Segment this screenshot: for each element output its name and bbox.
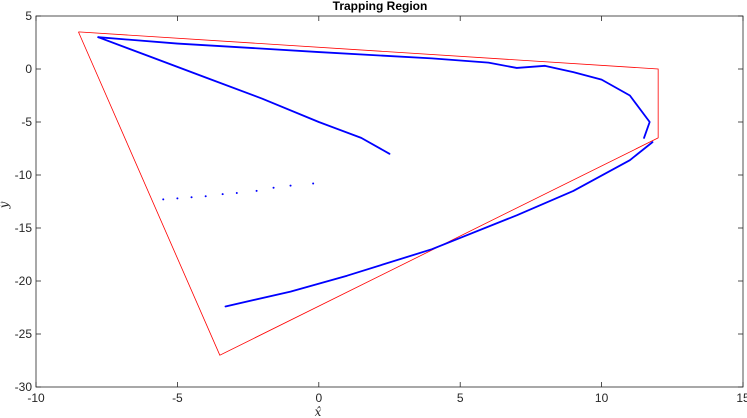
trajectory-curve <box>97 36 651 139</box>
trajectory-point <box>221 193 224 196</box>
trajectory-curve <box>97 36 391 155</box>
y-tick-label: -30 <box>15 380 33 394</box>
trajectory-point <box>255 189 258 192</box>
trajectory-point <box>162 198 165 201</box>
x-tick-label: 10 <box>595 391 609 405</box>
plot-area <box>78 31 659 356</box>
y-tick-label: -10 <box>15 168 33 182</box>
x-tick-label: 15 <box>736 391 747 405</box>
y-tick-label: -5 <box>21 115 32 129</box>
axes: -10 -5 0 5 10 15 -30 -25 -20 -15 -10 -5 0 5 <box>15 9 747 405</box>
trapping-region-boundary <box>78 31 659 356</box>
x-tick-label: -10 <box>27 391 45 405</box>
y-tick-label: -25 <box>15 327 33 341</box>
trajectory-point <box>190 196 193 199</box>
trajectory-point <box>204 195 207 198</box>
x-tick-label: -5 <box>172 391 183 405</box>
x-axis-label: x̂ <box>315 405 322 418</box>
chart-title: Trapping Region <box>333 0 428 13</box>
x-tick-label: 0 <box>315 391 322 405</box>
trajectory-point <box>289 184 292 187</box>
x-tick-label: 5 <box>457 391 464 405</box>
y-tick-label: 0 <box>25 62 32 76</box>
trajectory-curve <box>224 141 654 308</box>
y-tick-label: -15 <box>15 221 33 235</box>
trajectory-point <box>272 186 275 189</box>
trajectory-point <box>235 192 238 195</box>
y-tick-label: 5 <box>25 9 32 23</box>
y-axis-label: ŷ <box>0 201 11 209</box>
axes-box <box>35 15 744 388</box>
y-tick-label: -20 <box>15 274 33 288</box>
trajectory-point <box>176 197 179 200</box>
trajectory-point <box>312 182 315 185</box>
